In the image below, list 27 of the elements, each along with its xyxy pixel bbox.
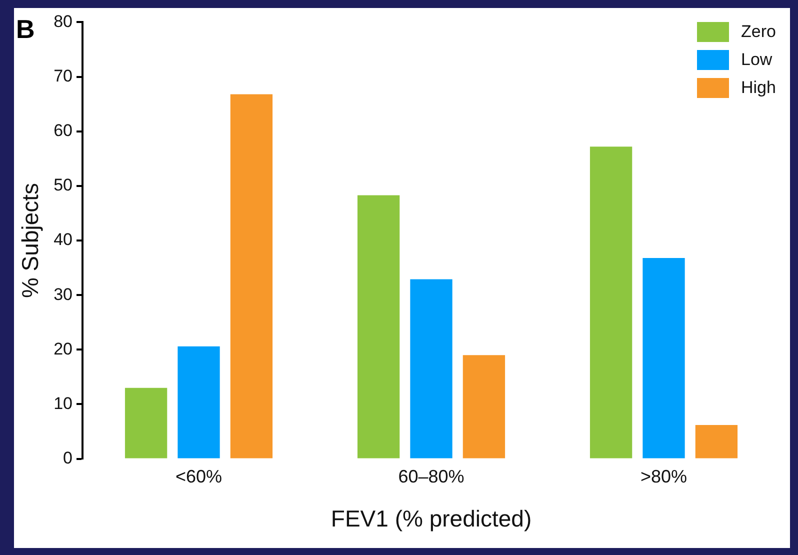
x-tick-label: 60–80%	[398, 466, 464, 487]
bar	[178, 346, 220, 458]
y-tick-label: 0	[63, 448, 73, 468]
y-tick-label: 70	[54, 66, 73, 86]
y-tick-label: 10	[54, 394, 73, 413]
y-tick-label: 20	[54, 339, 73, 358]
y-tick-label: 80	[54, 12, 73, 31]
bar	[357, 195, 400, 458]
y-tick-label: 30	[54, 284, 73, 304]
legend-label: High	[741, 78, 776, 98]
bar	[410, 279, 452, 458]
legend-label: Zero	[741, 22, 776, 42]
x-axis-title: FEV1 (% predicted)	[330, 506, 532, 532]
y-axis-title: % Subjects	[17, 182, 44, 298]
y-tick-label: 60	[54, 121, 73, 140]
bar	[695, 424, 738, 458]
x-tick-label: <60%	[175, 466, 222, 487]
text: B	[16, 14, 35, 45]
bar	[124, 388, 168, 458]
bar	[230, 94, 273, 458]
x-tick-label: >80%	[640, 466, 688, 487]
bar	[642, 258, 685, 458]
legend-label: Low	[741, 50, 772, 70]
y-tick-label: 50	[54, 176, 73, 195]
y-tick-label: 40	[54, 230, 73, 250]
bar	[590, 146, 632, 458]
bar	[462, 355, 506, 458]
